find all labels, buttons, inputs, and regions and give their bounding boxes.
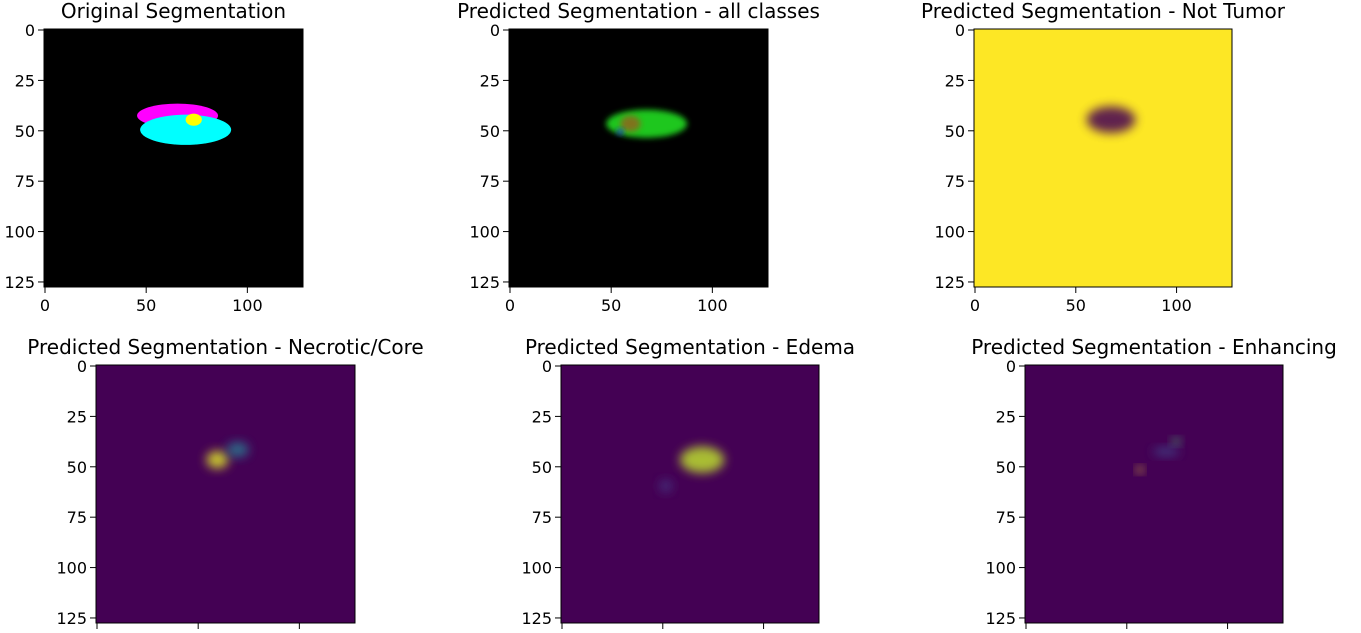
subplot-title: Original Segmentation bbox=[61, 0, 286, 23]
subplot-3: Predicted Segmentation - Not Tumor025507… bbox=[921, 0, 1286, 315]
subplot-title: Predicted Segmentation - Enhancing bbox=[971, 335, 1337, 359]
heatmap-background bbox=[1025, 365, 1283, 623]
heatmap-background bbox=[561, 365, 819, 623]
heatmap-image bbox=[974, 29, 1232, 287]
x-tick-label: 50 bbox=[136, 296, 156, 315]
y-tick-label: 0 bbox=[25, 21, 35, 40]
axes-frame bbox=[508, 28, 769, 288]
heatmap-image bbox=[1025, 365, 1283, 623]
y-tick-label: 25 bbox=[480, 71, 500, 90]
y-tick-label: 25 bbox=[996, 407, 1016, 426]
y-tick-label: 25 bbox=[945, 71, 965, 90]
y-tick-label: 75 bbox=[67, 508, 87, 527]
y-tick-label: 0 bbox=[542, 357, 552, 376]
y-tick-label: 50 bbox=[532, 458, 552, 477]
subplot-title: Predicted Segmentation - Edema bbox=[525, 335, 855, 359]
y-tick-label: 75 bbox=[480, 172, 500, 191]
subplot-title: Predicted Segmentation - Not Tumor bbox=[921, 0, 1286, 23]
heatmap-background bbox=[974, 29, 1232, 287]
y-tick-label: 25 bbox=[15, 71, 35, 90]
label-region-3 bbox=[185, 113, 202, 126]
heatmap-image bbox=[44, 29, 303, 287]
y-tick-label: 50 bbox=[15, 122, 35, 141]
y-tick-label: 25 bbox=[67, 407, 87, 426]
y-tick-label: 125 bbox=[56, 609, 87, 628]
y-tick-label: 75 bbox=[532, 508, 552, 527]
label-region-2 bbox=[620, 115, 641, 132]
x-tick-label: 0 bbox=[505, 296, 515, 315]
y-tick-label: 125 bbox=[469, 273, 500, 292]
subplot-title: Predicted Segmentation - Necrotic/Core bbox=[27, 335, 423, 359]
subplot-title: Predicted Segmentation - all classes bbox=[457, 0, 820, 23]
y-tick-label: 0 bbox=[955, 21, 965, 40]
y-tick-label: 50 bbox=[67, 458, 87, 477]
y-tick-label: 50 bbox=[480, 122, 500, 141]
heatmap-blob-3 bbox=[1152, 447, 1180, 457]
heatmap-blob-2 bbox=[226, 441, 249, 458]
heatmap-blob-2 bbox=[1171, 438, 1181, 445]
y-tick-label: 100 bbox=[985, 559, 1016, 578]
heatmap-background bbox=[96, 365, 355, 623]
heatmap-blob-1 bbox=[1086, 106, 1136, 134]
y-tick-label: 100 bbox=[934, 223, 965, 242]
heatmap-blob-1 bbox=[206, 450, 229, 469]
subplot-1: Original Segmentation 0 25 50 75 100 125 0 50 100 bbox=[4, 0, 304, 315]
y-tick-label: 75 bbox=[996, 508, 1016, 527]
y-tick-label: 50 bbox=[945, 122, 965, 141]
y-tick-label: 100 bbox=[469, 223, 500, 242]
axes-frame bbox=[560, 364, 820, 624]
axes-frame bbox=[95, 364, 356, 624]
axes-frame bbox=[973, 28, 1233, 288]
y-tick-label: 0 bbox=[1006, 357, 1016, 376]
heatmap-background bbox=[44, 29, 303, 287]
subplot-2: Predicted Segmentation - all classes0255… bbox=[457, 0, 820, 315]
y-tick-label: 0 bbox=[490, 21, 500, 40]
y-tick-label: 100 bbox=[56, 559, 87, 578]
heatmap-blob-2 bbox=[659, 479, 673, 493]
y-tick-label: 125 bbox=[985, 609, 1016, 628]
y-tick-label: 125 bbox=[521, 609, 552, 628]
y-tick-label: 75 bbox=[945, 172, 965, 191]
x-tick-label: 50 bbox=[601, 296, 621, 315]
y-tick-label: 100 bbox=[4, 223, 35, 242]
heatmap-background bbox=[509, 29, 768, 287]
x-tick-label: 100 bbox=[232, 296, 263, 315]
y-tick-label: 0 bbox=[77, 357, 87, 376]
heatmap-image bbox=[509, 29, 768, 287]
y-tick-label: 75 bbox=[15, 172, 35, 191]
label-region-3 bbox=[617, 128, 624, 135]
x-tick-label: 100 bbox=[1161, 296, 1192, 315]
y-tick-label: 50 bbox=[996, 458, 1016, 477]
y-tick-label: 100 bbox=[521, 559, 552, 578]
heatmap-image bbox=[96, 365, 355, 623]
axes-frame bbox=[1024, 364, 1284, 624]
y-tick-label: 125 bbox=[934, 273, 965, 292]
x-tick-label: 0 bbox=[970, 296, 980, 315]
axes-frame bbox=[43, 28, 304, 288]
x-tick-label: 50 bbox=[1066, 296, 1086, 315]
x-tick-label: 100 bbox=[697, 296, 728, 315]
heatmap-image bbox=[561, 365, 819, 623]
y-tick-label: 25 bbox=[532, 407, 552, 426]
heatmap-blob-1 bbox=[679, 446, 725, 474]
y-tick-label: 125 bbox=[4, 273, 35, 292]
label-region-2 bbox=[140, 114, 232, 145]
x-tick-label: 0 bbox=[40, 296, 50, 315]
heatmap-blob-1 bbox=[1136, 466, 1144, 474]
